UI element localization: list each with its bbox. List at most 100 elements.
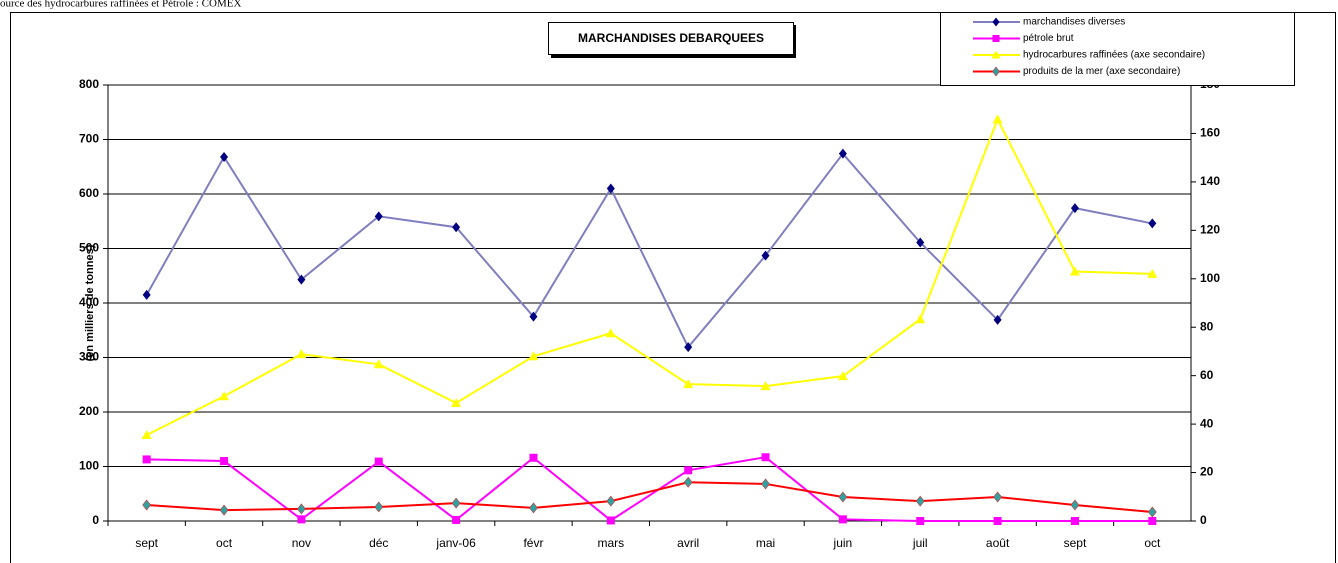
legend-box (940, 12, 1295, 86)
x-tick-label: mars (597, 536, 624, 550)
marker (374, 501, 384, 513)
marker (452, 222, 461, 233)
marker (219, 391, 230, 401)
marker (1070, 517, 1079, 525)
marker (761, 250, 770, 261)
series-line (146, 456, 1153, 522)
marker (1148, 218, 1157, 229)
marker (993, 314, 1002, 325)
marker (684, 342, 693, 353)
chart-frame (10, 12, 1336, 563)
legend-label: pétrole brut (1023, 33, 1074, 44)
marker (528, 351, 539, 361)
marker (373, 359, 384, 369)
marker (529, 453, 538, 462)
marker (760, 381, 771, 391)
marker (606, 495, 616, 507)
series-line (146, 116, 1153, 436)
y-tick-label: 600 (79, 186, 99, 200)
legend-label: produits de la mer (axe secondaire) (1023, 66, 1180, 77)
marker (220, 151, 229, 162)
legend-label: marchandises diverses (1023, 17, 1125, 28)
y2-tick-label: 60 (1200, 368, 1214, 382)
x-tick-label: déc (369, 536, 388, 550)
y2-tick-label: 140 (1200, 174, 1220, 188)
marker (451, 497, 461, 509)
marker (992, 114, 1003, 124)
title-box (548, 22, 794, 55)
y-tick-label: 700 (79, 132, 99, 146)
marker (761, 453, 770, 462)
x-tick-label: juil (912, 536, 928, 550)
marker (297, 515, 306, 524)
marker (374, 457, 383, 466)
legend-marker (992, 17, 1000, 27)
marker (529, 502, 538, 514)
marker (1148, 517, 1157, 525)
x-tick-label: sept (135, 536, 158, 550)
marker (684, 466, 693, 475)
x-tick-label: nov (292, 536, 311, 550)
marker (606, 183, 615, 194)
marker (683, 476, 693, 488)
marker (838, 491, 848, 503)
marker (451, 398, 462, 408)
marker (683, 379, 694, 389)
x-tick-label: févr (523, 536, 543, 550)
marker (1147, 268, 1158, 278)
marker (606, 516, 615, 525)
y-tick-label: 400 (79, 295, 99, 309)
series-line (145, 152, 1153, 349)
marker (142, 499, 152, 511)
y-tick-label: 0 (92, 513, 99, 527)
x-tick-label: janv-06 (435, 536, 476, 550)
marker (296, 349, 307, 359)
y2-tick-label: 120 (1200, 223, 1220, 237)
marker (142, 289, 151, 300)
legend-marker (992, 35, 1000, 42)
marker (838, 148, 847, 159)
x-tick-label: mai (756, 536, 775, 550)
marker (993, 491, 1002, 503)
y-tick-label: 200 (79, 404, 99, 418)
marker (452, 515, 461, 524)
chart-title: MARCHANDISES DEBARQUEES (578, 31, 764, 45)
legend-marker (991, 50, 1001, 59)
y-tick-label: 500 (79, 241, 99, 255)
legend-marker (992, 66, 1000, 77)
x-tick-label: oct (1144, 536, 1161, 550)
marker (1070, 499, 1080, 511)
marker (297, 274, 306, 285)
legend-label: hydrocarbures raffinées (axe secondaire) (1023, 50, 1205, 61)
y2-tick-label: 0 (1200, 513, 1207, 527)
y-tick-label: 300 (79, 350, 99, 364)
marker (1147, 506, 1157, 518)
marker (838, 515, 847, 524)
y2-tick-label: 80 (1200, 319, 1214, 333)
marker (297, 503, 306, 515)
source-note: ource des hydrocarbures raffinées et Pét… (0, 0, 241, 10)
marker (220, 457, 229, 466)
marker (916, 517, 925, 525)
marker (605, 328, 616, 338)
y-tick-label: 100 (79, 459, 99, 473)
marker (915, 314, 926, 324)
marker (993, 517, 1002, 525)
marker (916, 237, 925, 248)
marker (915, 495, 925, 507)
marker (141, 430, 152, 440)
x-tick-label: juin (833, 536, 853, 550)
series-line (146, 481, 1153, 514)
y2-tick-label: 20 (1200, 465, 1214, 479)
x-tick-label: août (986, 536, 1010, 550)
y2-tick-label: 160 (1200, 126, 1220, 140)
x-tick-label: oct (216, 536, 233, 550)
y2-tick-label: 100 (1200, 271, 1220, 285)
marker (837, 371, 848, 381)
marker (219, 504, 229, 516)
y-axis-label: (en milliers de tonnes) (84, 244, 96, 361)
marker (529, 311, 538, 322)
marker (1069, 266, 1080, 276)
